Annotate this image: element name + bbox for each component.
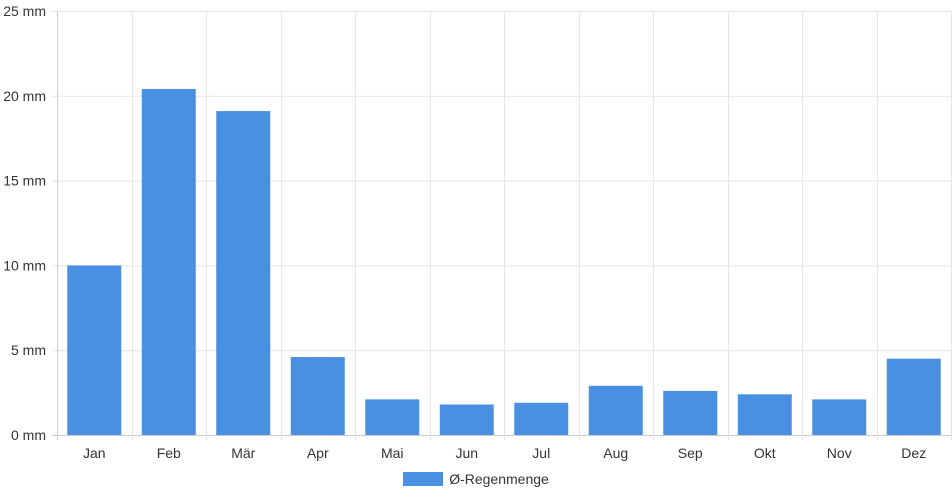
- bar-feb[interactable]: [141, 89, 196, 436]
- y-axis-tick-labels: 0 mm 5 mm 10 mm 15 mm 20 mm 25 mm: [3, 3, 46, 443]
- bar-nov[interactable]: [812, 399, 867, 435]
- y-tick-label: 20 mm: [3, 88, 46, 104]
- bar-jul[interactable]: [514, 402, 569, 435]
- x-tick-label: Jan: [83, 445, 106, 461]
- legend[interactable]: Ø-Regenmenge: [0, 471, 952, 489]
- x-tick-label: Sep: [678, 445, 703, 461]
- legend-swatch: [403, 472, 444, 486]
- bar-sep[interactable]: [663, 390, 718, 435]
- y-tick-label: 5 mm: [11, 342, 46, 358]
- bar-aug[interactable]: [588, 385, 643, 435]
- bar-mär[interactable]: [216, 111, 271, 436]
- bar-mai[interactable]: [365, 399, 420, 435]
- x-tick-label: Mai: [381, 445, 404, 461]
- legend-label: Ø-Regenmenge: [449, 471, 549, 487]
- x-tick-label: Okt: [754, 445, 776, 461]
- x-tick-label: Jul: [532, 445, 550, 461]
- bar-dez[interactable]: [886, 358, 941, 435]
- x-tick-label: Jun: [455, 445, 478, 461]
- x-tick-label: Dez: [901, 445, 926, 461]
- bar-jan[interactable]: [67, 265, 122, 435]
- x-tick-label: Aug: [603, 445, 628, 461]
- y-tick-label: 15 mm: [3, 173, 46, 189]
- y-tick-label: 25 mm: [3, 3, 46, 19]
- legend-item[interactable]: Ø-Regenmenge: [403, 471, 549, 487]
- bar-jun[interactable]: [439, 404, 494, 435]
- x-tick-label: Mär: [231, 445, 255, 461]
- y-tick-label: 0 mm: [11, 427, 46, 443]
- x-tick-label: Apr: [307, 445, 329, 461]
- x-tick-label: Nov: [827, 445, 852, 461]
- y-tick-label: 10 mm: [3, 257, 46, 273]
- x-tick-label: Feb: [157, 445, 181, 461]
- x-axis-tick-labels: Jan Feb Mär Apr Mai Jun Jul Aug Sep Okt Nov Dez: [83, 445, 926, 461]
- bar-apr[interactable]: [290, 356, 345, 435]
- grid-lines: [52, 11, 952, 440]
- bar-group: [67, 89, 941, 436]
- bar-okt[interactable]: [737, 394, 792, 435]
